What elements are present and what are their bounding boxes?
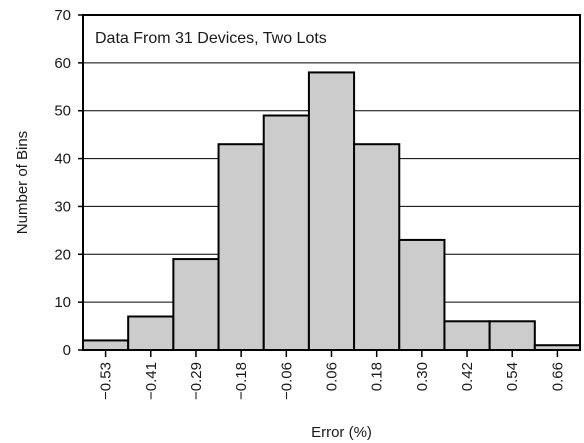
x-ticks: −0.53 −0.41 −0.29 −0.18 −0.06 0.06 0.18 0.30 0.4… (98, 350, 566, 400)
bar (353, 143, 401, 351)
x-tick-label: −0.41 (143, 362, 160, 400)
x-axis-title: Error (%) (311, 424, 372, 441)
bar (262, 114, 310, 351)
x-tick-label: 0.18 (369, 362, 386, 391)
bar (217, 143, 265, 351)
y-tick-label: 50 (54, 103, 71, 120)
x-tick-label: −0.06 (278, 362, 295, 400)
x-tick-label: 0.42 (459, 362, 476, 391)
y-tick-label: 10 (54, 294, 71, 311)
bar (443, 320, 491, 351)
bars (82, 71, 581, 352)
y-tick-label: 40 (54, 151, 71, 168)
y-tick-label: 70 (54, 7, 71, 24)
bar (398, 238, 446, 351)
x-tick-label: −0.53 (98, 362, 115, 400)
x-tick-label: 0.66 (549, 362, 566, 391)
y-tick-label: 30 (54, 198, 71, 215)
y-tick-label: 60 (54, 55, 71, 72)
y-ticks: 0 10 20 30 40 50 60 70 (54, 7, 83, 359)
bar (307, 71, 356, 352)
x-tick-label: 0.30 (414, 362, 431, 391)
x-tick-label: −0.18 (233, 362, 250, 400)
y-axis-title: Number of Bins (14, 131, 31, 234)
y-tick-label: 20 (54, 246, 71, 263)
x-tick-label: 0.54 (504, 362, 521, 391)
y-tick-label: 0 (63, 342, 71, 359)
bar (82, 339, 130, 351)
x-tick-label: −0.29 (188, 362, 205, 400)
bar (172, 258, 220, 352)
bar (127, 315, 175, 351)
chart-annotation: Data From 31 Devices, Two Lots (95, 30, 327, 47)
bar (488, 320, 536, 351)
x-tick-label: 0.06 (324, 362, 341, 391)
